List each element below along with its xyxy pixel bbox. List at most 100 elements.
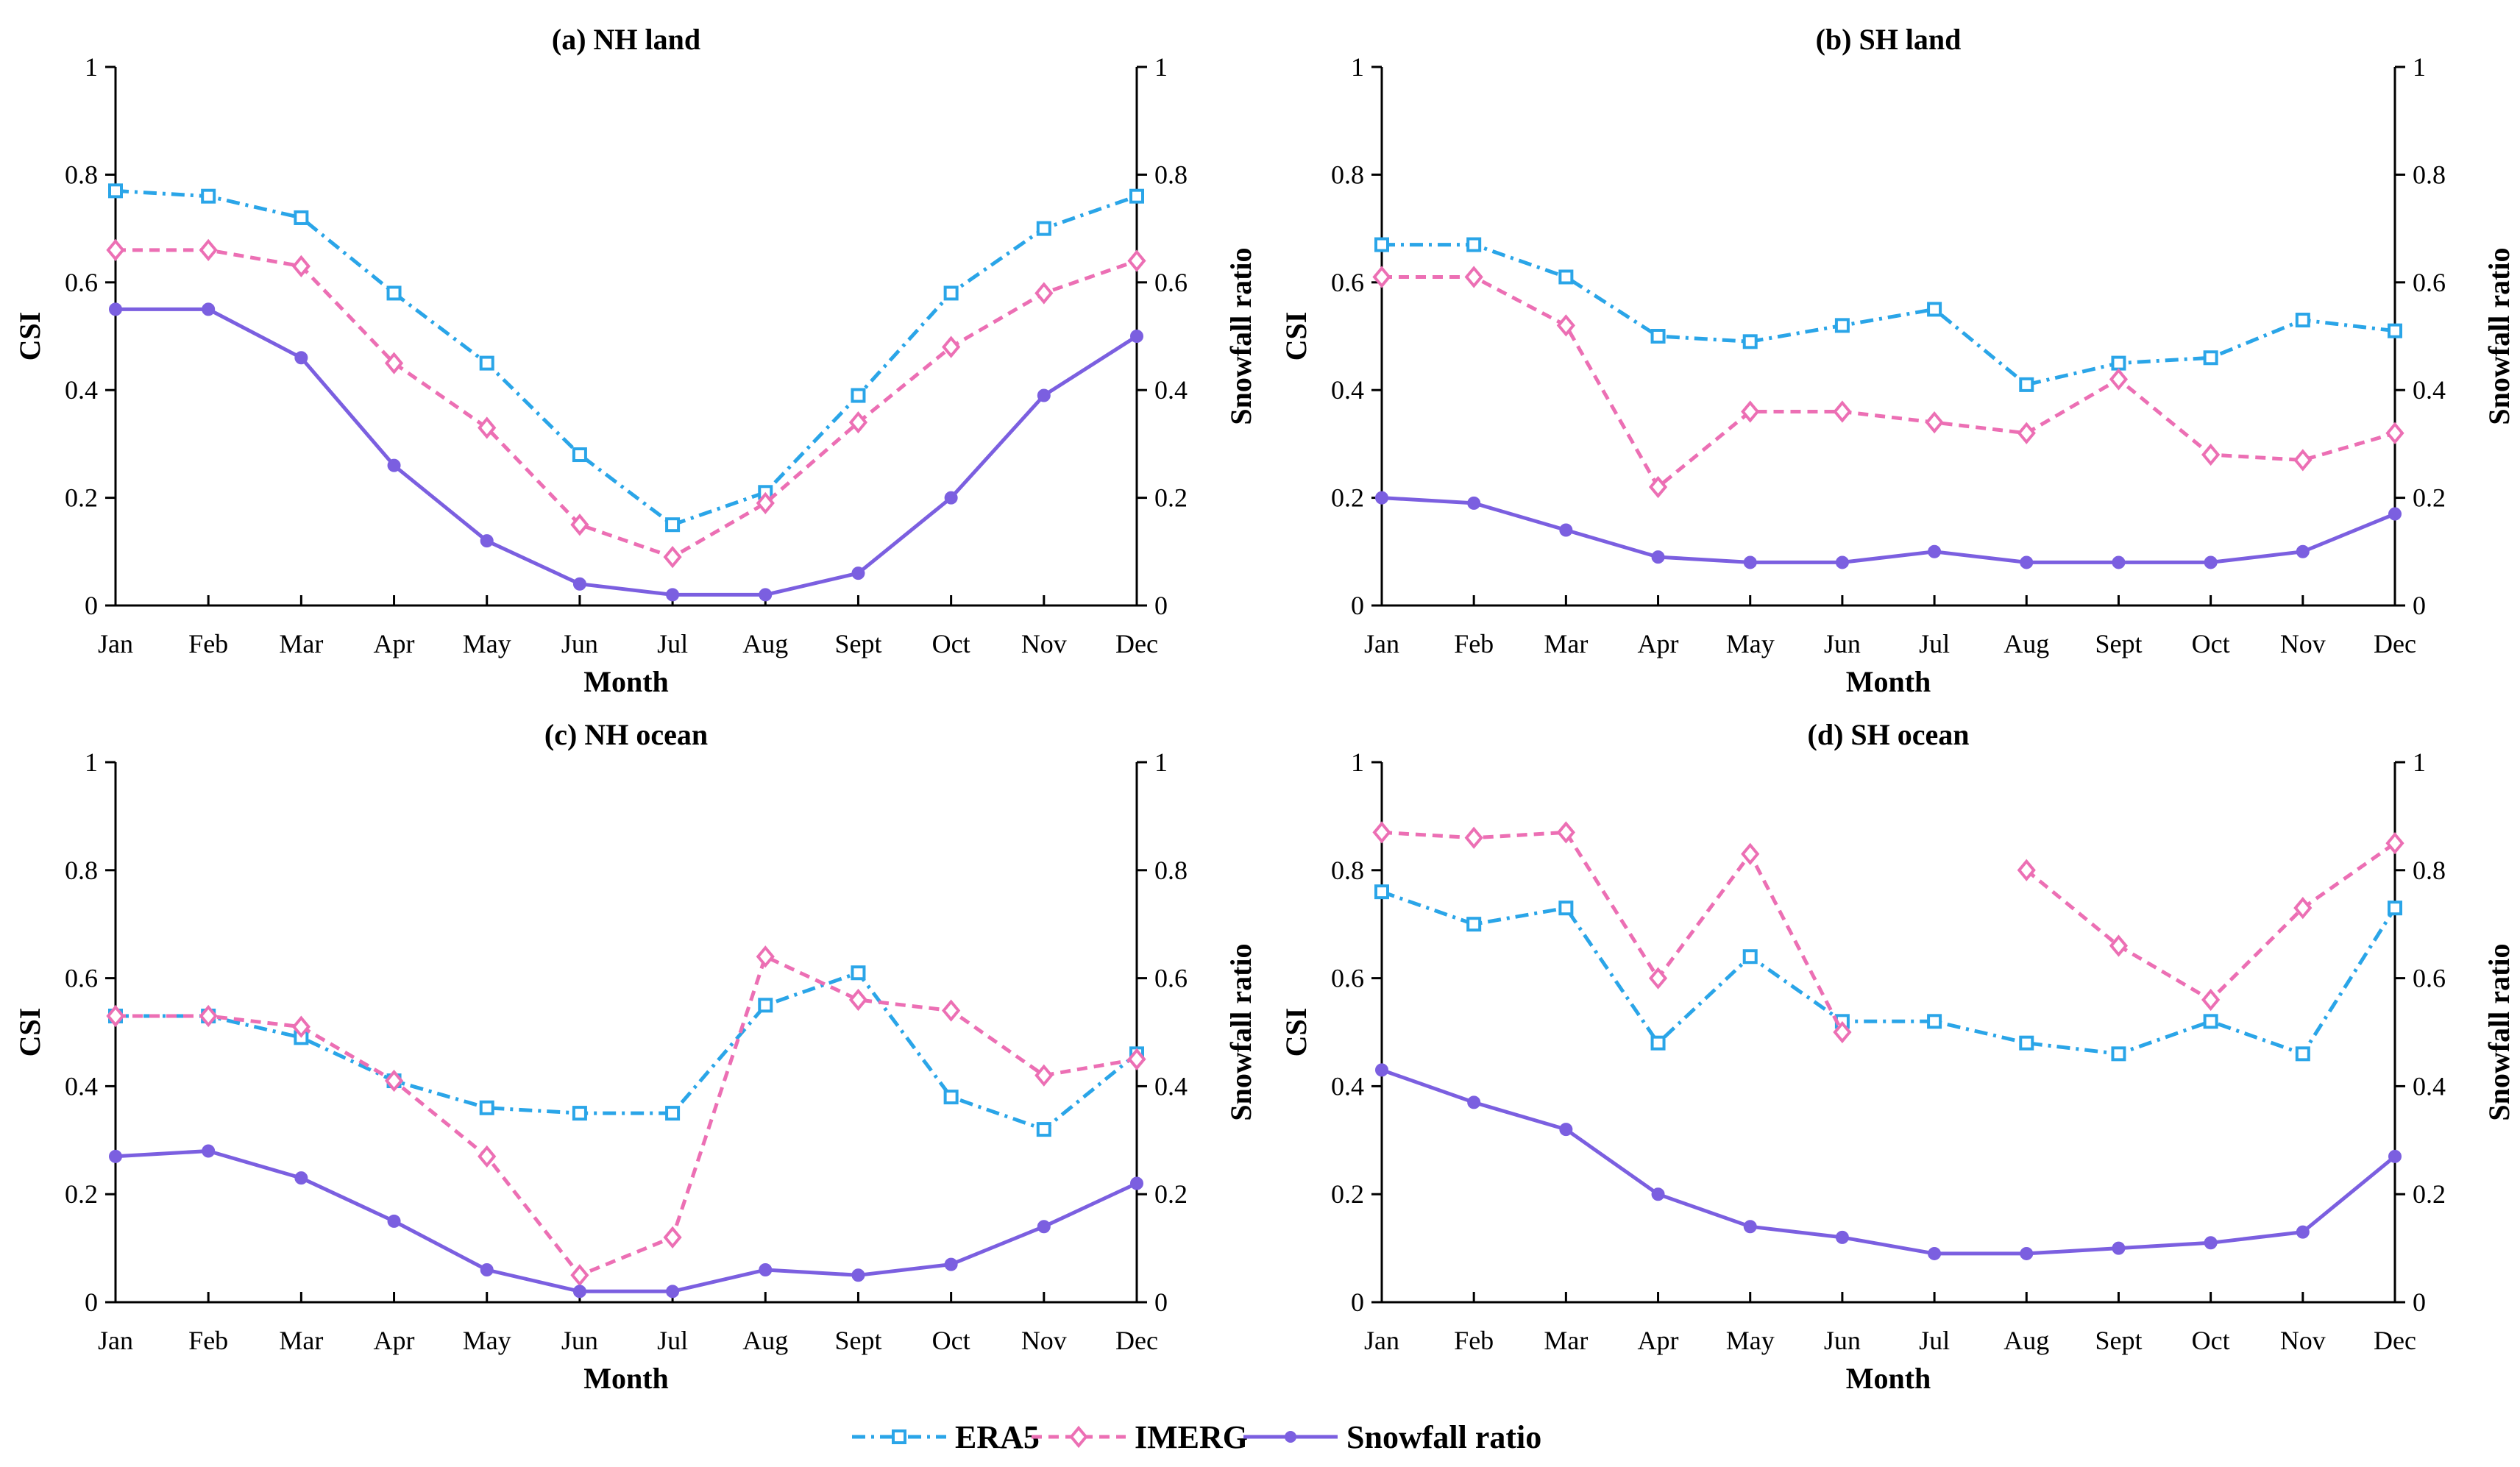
x-tick-label: Jan — [98, 629, 133, 658]
data-point-snowfall — [1130, 330, 1143, 343]
y-tick-label: 0.8 — [65, 856, 98, 885]
y2-tick-label: 0.4 — [1154, 1071, 1188, 1101]
data-point-era5 — [2203, 1014, 2218, 1029]
x-tick-label: Jul — [657, 629, 688, 658]
data-point-imerg — [106, 1004, 125, 1028]
data-point-imerg — [942, 335, 961, 358]
y2-tick-label: 0.2 — [2413, 483, 2446, 513]
data-point-era5 — [1742, 949, 1758, 965]
data-point-snowfall — [1743, 1220, 1757, 1234]
data-point-imerg — [2385, 831, 2404, 855]
data-point-imerg — [1925, 411, 1944, 434]
data-point-era5 — [479, 355, 494, 371]
y-tick-label: 0 — [85, 1287, 98, 1317]
data-point-imerg — [2293, 449, 2313, 472]
data-point-era5 — [1927, 1014, 1942, 1029]
data-point-era5 — [2203, 350, 2218, 366]
y-tick-label: 0.2 — [1331, 483, 1364, 513]
y-axis-title: CSI — [13, 312, 46, 361]
y-tick-label: 0 — [1351, 591, 1364, 620]
data-point-imerg — [1372, 266, 1391, 288]
panel-a: 0 0.2 0.4 0.6 0.8 1 0 0.2 0.4 0.6 0.8 1 Jan Feb Mar Apr… — [13, 23, 1257, 698]
data-point-era5 — [1036, 1122, 1051, 1137]
y2-tick-label: 0.2 — [2413, 1179, 2446, 1209]
data-point-imerg — [756, 945, 775, 968]
x-tick-label: Jan — [1364, 1326, 1399, 1355]
data-point-snowfall — [2204, 1236, 2218, 1250]
series-line-era5 — [116, 970, 1138, 1132]
data-point-snowfall — [202, 1144, 216, 1158]
data-point-snowfall — [2020, 1246, 2034, 1260]
x-tick-label: Nov — [1021, 629, 1067, 658]
y-tick-label: 0.6 — [65, 964, 98, 993]
x-tick-label: Oct — [2192, 1326, 2230, 1355]
data-point-era5 — [943, 285, 959, 301]
data-point-era5 — [572, 1106, 587, 1121]
y2-tick-label: 1 — [2413, 52, 2426, 82]
series-line-era5 — [1381, 889, 2397, 1056]
data-point-era5 — [665, 517, 681, 533]
data-point-era5 — [1558, 269, 1574, 285]
data-point-era5 — [1466, 917, 1482, 932]
data-point-era5 — [294, 210, 309, 225]
legend-snowfall-marker — [1285, 1431, 1296, 1443]
data-point-snowfall — [1651, 550, 1665, 564]
x-tick-label: Aug — [742, 629, 788, 658]
x-tick-label: Nov — [1021, 1326, 1067, 1355]
data-point-imerg — [1464, 266, 1483, 288]
data-point-imerg — [570, 514, 589, 536]
series-imerg — [1372, 821, 2404, 1044]
data-point-era5 — [851, 965, 866, 981]
data-point-era5 — [1374, 237, 1389, 252]
panel-title: (b) SH land — [1816, 23, 1962, 56]
x-tick-label: Dec — [1115, 629, 1158, 658]
series-line-snowfall — [1381, 1068, 2396, 1256]
y2-tick-label: 0.2 — [1154, 1179, 1188, 1209]
series-snowfall — [109, 302, 1143, 602]
series-era5 — [1374, 237, 2402, 392]
x-tick-label: Sept — [2095, 1326, 2142, 1355]
data-point-era5 — [943, 1090, 959, 1105]
data-point-snowfall — [1559, 523, 1573, 537]
y-tick-label: 0.4 — [65, 1071, 98, 1101]
data-point-snowfall — [666, 588, 680, 602]
y-tick-label: 1 — [1351, 52, 1364, 82]
y2-tick-label: 0.4 — [1154, 375, 1188, 405]
x-tick-label: Feb — [1454, 629, 1494, 658]
series-snowfall — [1375, 491, 2402, 569]
panel-d: 0 0.2 0.4 0.6 0.8 1 0 0.2 0.4 0.6 0.8 1 Jan Feb Mar Apr… — [1279, 718, 2516, 1395]
y-axis-title: CSI — [13, 1008, 46, 1057]
x-tick-label: Mar — [279, 1326, 323, 1355]
data-point-imerg — [1464, 826, 1483, 849]
y-tick-label: 0.2 — [65, 1179, 98, 1209]
data-point-era5 — [758, 998, 773, 1013]
data-point-imerg — [1556, 821, 1575, 844]
data-point-imerg — [570, 1264, 589, 1287]
data-point-snowfall — [2296, 1225, 2310, 1239]
data-point-imerg — [1372, 821, 1391, 844]
data-point-snowfall — [1375, 491, 1388, 505]
y2-tick-label: 0.8 — [2413, 856, 2446, 885]
data-point-imerg — [384, 1069, 404, 1093]
data-point-snowfall — [2388, 1149, 2402, 1163]
data-point-snowfall — [387, 458, 401, 472]
y-tick-label: 0.4 — [1331, 375, 1364, 405]
data-point-imerg — [1648, 967, 1668, 990]
x-tick-label: Sept — [834, 629, 881, 658]
y2-tick-label: 0.6 — [1154, 964, 1188, 993]
y2-tick-label: 0.4 — [2413, 375, 2446, 405]
data-point-snowfall — [1130, 1176, 1143, 1190]
data-point-imerg — [478, 416, 497, 439]
data-point-era5 — [572, 447, 587, 463]
x-axis-title: Month — [1846, 665, 1931, 698]
data-point-imerg — [1127, 249, 1146, 272]
data-point-imerg — [478, 1145, 497, 1168]
x-tick-label: Oct — [932, 1326, 970, 1355]
panel-title: (a) NH land — [552, 23, 700, 56]
data-point-snowfall — [1743, 555, 1757, 569]
data-point-snowfall — [851, 566, 865, 580]
data-point-era5 — [1466, 237, 1482, 252]
data-point-era5 — [2111, 355, 2126, 371]
data-point-era5 — [2295, 1046, 2310, 1062]
data-point-snowfall — [666, 1285, 680, 1299]
